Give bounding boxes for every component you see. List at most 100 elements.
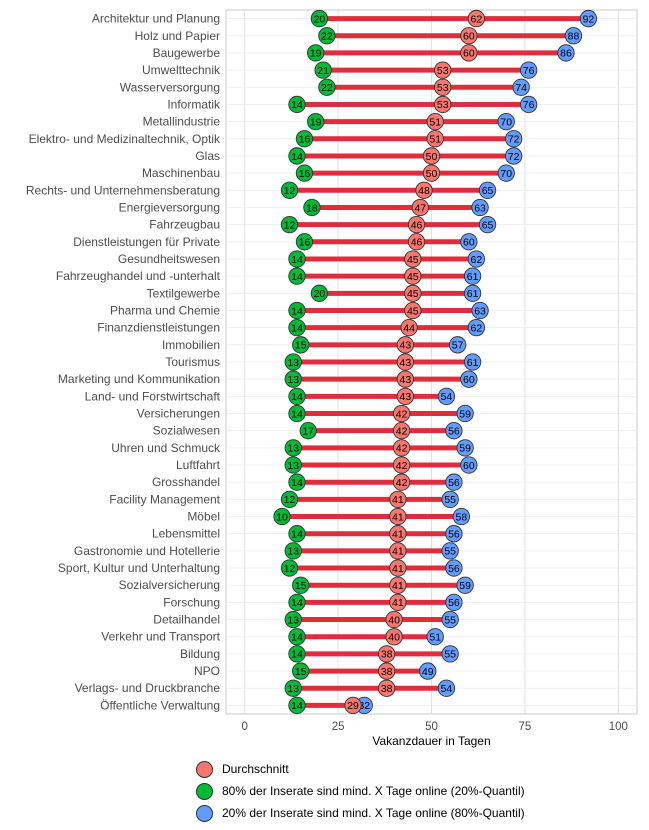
point-q20 bbox=[288, 628, 306, 646]
point-mean-label: 47 bbox=[414, 202, 426, 214]
category-label: Elektro- und Medizinaltechnik, Optik bbox=[29, 132, 221, 146]
point-mean bbox=[434, 95, 452, 114]
point-mean bbox=[389, 593, 407, 612]
point-mean bbox=[392, 439, 411, 457]
point-mean bbox=[378, 679, 396, 697]
point-q80 bbox=[467, 319, 485, 337]
point-mean-label: 41 bbox=[392, 511, 404, 523]
point-q20 bbox=[307, 44, 325, 62]
point-q80 bbox=[505, 147, 523, 165]
point-q80 bbox=[463, 284, 482, 302]
point-q80 bbox=[452, 507, 471, 526]
point-q80-label: 70 bbox=[500, 116, 512, 128]
point-mean bbox=[389, 507, 407, 526]
dumbbell-chart: 92 62 20 88 60 22 86 60 19 76 53 21 74 53 22 76 53 14 70 51… bbox=[26, 9, 638, 748]
point-mean-label: 41 bbox=[392, 546, 404, 558]
point-q80-label: 59 bbox=[459, 408, 471, 420]
legend-item-mean: Durchschnitt bbox=[196, 758, 525, 780]
point-q20-label: 18 bbox=[306, 202, 318, 214]
point-mean bbox=[434, 61, 452, 79]
legend-label-q80: 20% der Inserate sind mind. X Tage onlin… bbox=[222, 806, 525, 820]
point-q80 bbox=[445, 473, 463, 491]
point-mean bbox=[396, 336, 414, 354]
point-q80-label: 65 bbox=[482, 185, 494, 197]
legend-item-q80: 20% der Inserate sind mind. X Tage onlin… bbox=[196, 802, 525, 824]
point-q80-label: 61 bbox=[467, 288, 479, 300]
category-label: Verkehr und Transport bbox=[101, 630, 220, 644]
point-mean-label: 42 bbox=[396, 443, 408, 455]
point-q20 bbox=[288, 250, 306, 268]
point-mean-label: 42 bbox=[396, 408, 408, 420]
point-q80-label: 56 bbox=[448, 477, 460, 489]
category-label: Glas bbox=[195, 149, 220, 163]
point-q80-label: 74 bbox=[515, 82, 527, 94]
point-mean-label: 43 bbox=[400, 391, 412, 403]
point-q20 bbox=[318, 78, 336, 96]
point-mean-label: 60 bbox=[463, 48, 475, 60]
point-mean bbox=[460, 27, 478, 45]
point-mean-label: 50 bbox=[426, 151, 438, 163]
category-label: Marketing und Kommunikation bbox=[58, 372, 220, 386]
point-mean bbox=[407, 233, 426, 251]
category-label: Fahrzeughandel und -unterhalt bbox=[56, 269, 221, 283]
point-q20 bbox=[295, 233, 314, 251]
point-mean-label: 45 bbox=[407, 305, 419, 317]
point-q20 bbox=[288, 645, 306, 663]
point-q80 bbox=[441, 542, 459, 560]
point-q80 bbox=[471, 301, 489, 320]
category-label: NPO bbox=[194, 664, 220, 678]
point-mean-label: 46 bbox=[411, 219, 423, 231]
category-label: Sport, Kultur und Unterhaltung bbox=[58, 561, 220, 575]
point-q80 bbox=[519, 95, 538, 114]
point-mean-label: 42 bbox=[396, 460, 408, 472]
point-q80-label: 55 bbox=[444, 546, 456, 558]
point-q20-label: 12 bbox=[284, 563, 296, 575]
point-q20-label: 22 bbox=[321, 31, 333, 43]
point-q20-label: 14 bbox=[291, 649, 303, 661]
point-q20-label: 21 bbox=[317, 65, 329, 77]
category-label: Forschung bbox=[163, 595, 220, 609]
point-q80 bbox=[512, 78, 530, 96]
point-q80-label: 63 bbox=[474, 202, 486, 214]
point-q20-label: 12 bbox=[284, 494, 296, 506]
point-q20-label: 14 bbox=[291, 632, 303, 644]
point-q80 bbox=[579, 9, 598, 28]
category-label: Baugewerbe bbox=[153, 46, 221, 60]
category-label: Immobilien bbox=[162, 338, 220, 352]
point-q20-label: 16 bbox=[299, 168, 311, 180]
point-mean bbox=[378, 645, 396, 663]
point-q20-label: 14 bbox=[291, 597, 303, 609]
point-mean-label: 29 bbox=[347, 700, 359, 712]
point-q80-label: 32 bbox=[358, 700, 370, 712]
point-mean-label: 38 bbox=[381, 666, 393, 678]
point-q80-label: 58 bbox=[456, 511, 468, 523]
point-q20 bbox=[288, 525, 306, 543]
category-label: Bildung bbox=[180, 647, 220, 661]
point-q80-label: 54 bbox=[441, 391, 453, 403]
point-mean bbox=[407, 215, 426, 234]
point-q20-label: 13 bbox=[287, 443, 299, 455]
point-mean bbox=[392, 473, 411, 491]
point-mean-label: 42 bbox=[396, 425, 408, 437]
point-q20 bbox=[307, 112, 325, 131]
point-q80-label: 59 bbox=[459, 443, 471, 455]
point-q80-label: 59 bbox=[459, 580, 471, 592]
point-q20-label: 14 bbox=[291, 408, 303, 420]
point-q80 bbox=[445, 593, 463, 612]
point-q80 bbox=[478, 215, 497, 234]
point-mean-label: 48 bbox=[418, 185, 430, 197]
legend-label-q20: 80% der Inserate sind mind. X Tage onlin… bbox=[222, 784, 525, 798]
point-q80 bbox=[467, 250, 485, 268]
point-mean bbox=[426, 130, 444, 148]
series-points: 92 62 20 88 60 22 86 60 19 76 53 21 74 53 22 76 53 14 70 51… bbox=[273, 9, 598, 715]
point-q20-label: 14 bbox=[291, 700, 303, 712]
point-q20 bbox=[284, 456, 302, 474]
point-q20-label: 13 bbox=[287, 374, 299, 386]
point-q20 bbox=[303, 198, 321, 217]
point-mean bbox=[385, 628, 403, 646]
point-q20 bbox=[292, 336, 310, 354]
category-label: Verlags- und Druckbranche bbox=[75, 681, 221, 695]
point-mean bbox=[389, 542, 407, 560]
point-q20 bbox=[288, 696, 306, 715]
point-q20-label: 12 bbox=[284, 219, 296, 231]
